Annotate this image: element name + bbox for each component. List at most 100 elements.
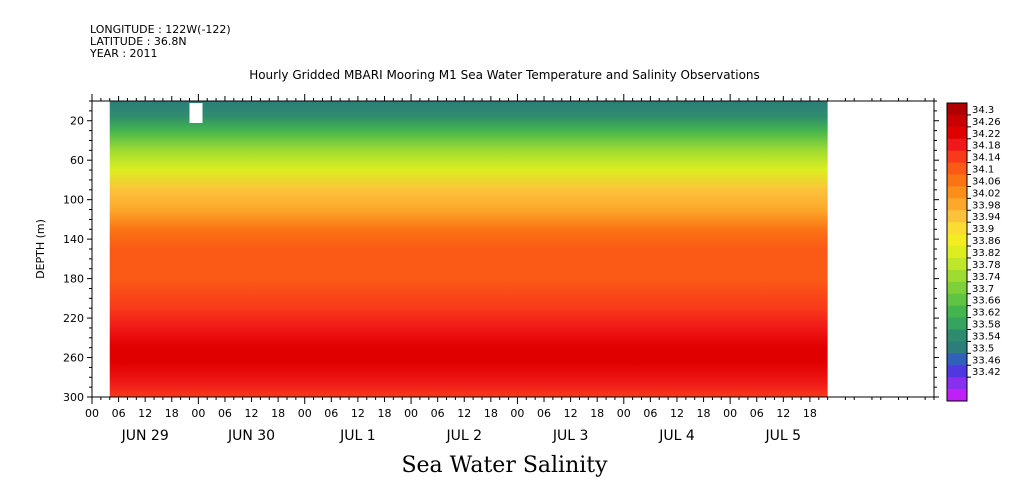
y-tick-label: 260 (63, 352, 84, 365)
x-hour-label: 00 (723, 407, 737, 420)
x-hour-label: 06 (537, 407, 551, 420)
x-day-label: JUN 29 (121, 428, 169, 444)
colorbar-swatch (947, 293, 967, 307)
colorbar-label: 34.1 (972, 165, 994, 176)
colorbar-swatch (947, 198, 967, 211)
colorbar-swatch (947, 138, 967, 152)
colorbar-label: 33.74 (972, 272, 1001, 283)
y-axis-label: DEPTH (m) (34, 219, 47, 279)
x-hour-label: 12 (670, 407, 684, 420)
x-hour-label: 06 (643, 407, 657, 420)
colorbar-swatch (947, 114, 967, 128)
x-hour-label: 00 (191, 407, 205, 420)
colorbar-swatch (947, 150, 967, 164)
y-tick-label: 100 (63, 194, 84, 207)
colorbar-label: 34.3 (972, 105, 994, 116)
colorbar-frame (946, 102, 968, 402)
x-day-label: JUL 5 (765, 428, 802, 444)
longitude-label: LONGITUDE : 122W(-122) (90, 23, 231, 36)
colorbar-swatch (947, 269, 967, 283)
x-hour-label: 18 (484, 407, 498, 420)
x-hour-label: 00 (85, 407, 99, 420)
colorbar-label: 34.26 (972, 117, 1001, 128)
x-hour-label: 06 (750, 407, 764, 420)
colorbar-label: 34.14 (972, 153, 1001, 164)
colorbar-label: 34.06 (972, 176, 1001, 187)
data-gap (189, 103, 203, 123)
colorbar-swatch (947, 377, 967, 390)
x-hour-label: 18 (697, 407, 711, 420)
colorbar-label: 33.46 (972, 355, 1001, 366)
colorbar-label: 33.62 (972, 308, 1001, 319)
x-day-label: JUL 3 (552, 428, 589, 444)
colorbar-swatch (947, 317, 967, 330)
colorbar-swatch (947, 222, 967, 235)
colorbar-label: 33.82 (972, 248, 1001, 259)
x-hour-label: 00 (617, 407, 631, 420)
colorbar-swatch (947, 234, 967, 247)
colorbar-label: 33.7 (972, 284, 994, 295)
x-hour-label: 18 (803, 407, 817, 420)
x-hour-label: 12 (564, 407, 578, 420)
colorbar-label: 33.66 (972, 296, 1001, 307)
colorbar-swatch (947, 281, 967, 295)
colorbar-swatch (947, 353, 967, 366)
x-day-label: JUN 30 (227, 428, 275, 444)
y-tick-label: 180 (63, 273, 84, 286)
x-hour-label: 12 (138, 407, 152, 420)
colorbar-label: 33.42 (972, 367, 1001, 378)
colorbar-label: 34.02 (972, 188, 1001, 199)
colorbar-swatch (947, 126, 967, 140)
colorbar-swatch (947, 257, 967, 271)
x-hour-label: 00 (404, 407, 418, 420)
chart-title: Hourly Gridded MBARI Mooring M1 Sea Wate… (249, 68, 760, 82)
colorbar-label: 33.98 (972, 200, 1001, 211)
year-label: YEAR : 2011 (90, 47, 158, 60)
latitude-label: LATITUDE : 36.8N (90, 35, 187, 48)
colorbar-swatch (947, 103, 967, 116)
x-day-label: JUL 2 (445, 428, 482, 444)
y-tick-label: 60 (70, 154, 84, 167)
y-tick-label: 140 (63, 233, 84, 246)
x-hour-label: 18 (590, 407, 604, 420)
colorbar-label: 33.78 (972, 260, 1001, 271)
x-hour-label: 06 (112, 407, 126, 420)
colorbar-swatch (947, 162, 967, 176)
y-tick-label: 20 (70, 115, 84, 128)
x-hour-label: 12 (776, 407, 790, 420)
colorbar-swatch (947, 210, 967, 223)
colorbar-label: 34.18 (972, 141, 1001, 152)
colorbar-label: 33.54 (972, 331, 1001, 342)
colorbar-label: 34.22 (972, 129, 1001, 140)
header-info: LONGITUDE : 122W(-122) LATITUDE : 36.8N … (90, 24, 231, 60)
colorbar-swatch (947, 246, 967, 259)
colorbar-label: 33.5 (972, 343, 994, 354)
colorbar-swatch (947, 365, 967, 378)
x-day-label: JUL 1 (339, 428, 376, 444)
x-hour-label: 00 (510, 407, 524, 420)
colorbar-swatch (947, 305, 967, 319)
salinity-field (109, 101, 828, 397)
colorbar-label: 33.58 (972, 320, 1001, 331)
y-tick-label: 300 (63, 391, 84, 404)
colorbar-swatch (947, 389, 967, 402)
x-hour-label: 18 (271, 407, 285, 420)
x-hour-label: 12 (245, 407, 259, 420)
colorbar-swatch (947, 186, 967, 199)
colorbar-swatch (947, 174, 967, 187)
y-tick-label: 220 (63, 312, 84, 325)
x-hour-label: 06 (218, 407, 232, 420)
colorbar-swatch (947, 341, 967, 354)
colorbar-label: 33.9 (972, 224, 994, 235)
x-hour-label: 18 (377, 407, 391, 420)
x-hour-label: 18 (165, 407, 179, 420)
x-hour-label: 00 (298, 407, 312, 420)
colorbar-label: 33.86 (972, 236, 1001, 247)
variable-label: Sea Water Salinity (401, 453, 608, 478)
x-hour-label: 12 (457, 407, 471, 420)
x-hour-label: 06 (324, 407, 338, 420)
colorbar-label: 33.94 (972, 212, 1001, 223)
x-hour-label: 06 (431, 407, 445, 420)
x-hour-label: 12 (351, 407, 365, 420)
